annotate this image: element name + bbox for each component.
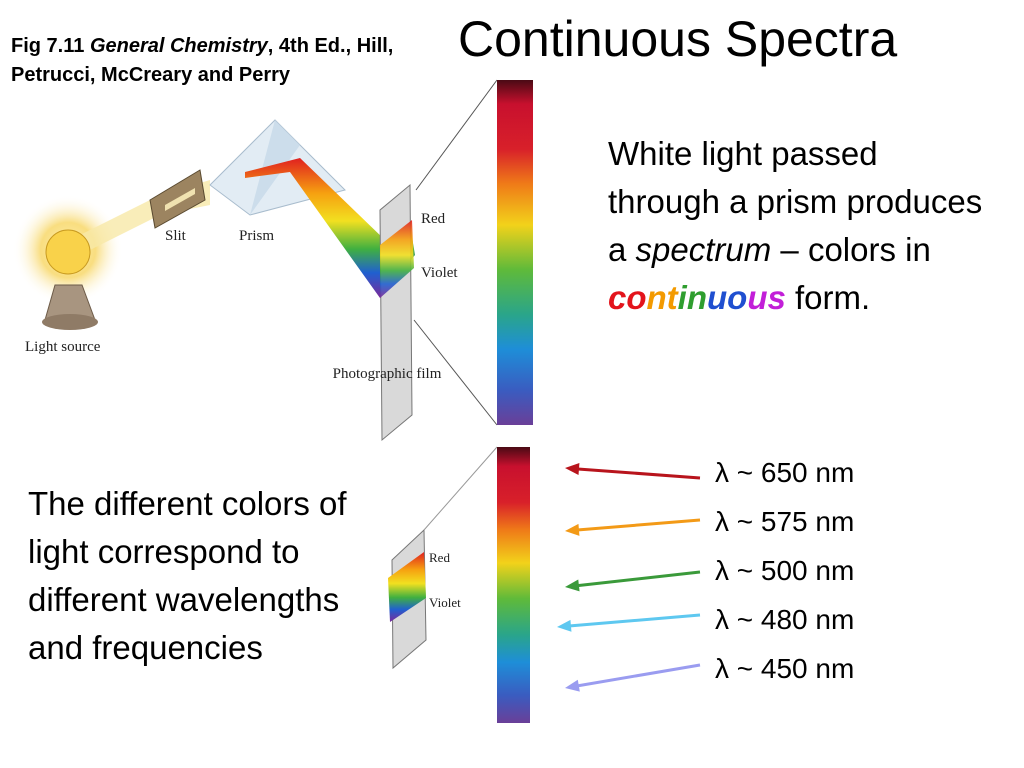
- label: Prism: [239, 228, 275, 244]
- book-title: General Chemistry: [89, 35, 268, 57]
- citation: , 4th Ed., Hill, Petrucci, McCreary and …: [11, 35, 394, 86]
- continuous: continuous: [608, 279, 786, 316]
- caption: Fig 7.11 General Chemistry, 4th Ed., Hil…: [11, 32, 411, 90]
- title: Continuous Spectra: [458, 11, 898, 67]
- spectrum-bar: [497, 447, 530, 723]
- wavelength: λ ~ 480 nm: [715, 604, 855, 635]
- label: Violet: [429, 595, 461, 610]
- label: Light source: [25, 339, 101, 355]
- lower-diagram: [388, 446, 530, 723]
- arrow: [570, 466, 701, 480]
- wavelength: λ ~ 575 nm: [715, 506, 855, 537]
- arrows: [557, 463, 701, 692]
- spectrum-bar: [497, 80, 533, 425]
- arrow: [570, 518, 701, 533]
- colored-letters: nt: [646, 279, 678, 316]
- label: Violet: [421, 265, 458, 281]
- text: White light passed through a prism produ…: [608, 135, 992, 268]
- figure-number: Fig 7.11: [11, 35, 85, 57]
- text: form.: [785, 279, 871, 316]
- label: Photographic film: [332, 366, 442, 382]
- wavelength-list: λ ~ 650 nm λ ~ 575 nm λ ~ 500 nm λ ~ 480 nm…: [715, 448, 854, 693]
- arrow-head: [557, 619, 572, 632]
- arrow-head: [565, 679, 580, 692]
- intro-text: White light passed through a prism produ…: [608, 130, 998, 322]
- wavelength: λ ~ 450 nm: [715, 653, 855, 684]
- label: Red: [429, 550, 450, 565]
- arrow-head: [565, 463, 580, 476]
- arrow: [562, 613, 701, 628]
- wavelength: λ ~ 500 nm: [715, 555, 855, 586]
- colored-letters: in: [677, 279, 707, 316]
- upper-diagram: [13, 79, 533, 442]
- explanation: The different colors of light correspond…: [28, 485, 347, 666]
- colored-letters: co: [608, 279, 647, 316]
- arrow: [570, 663, 701, 689]
- colored-letters: us: [747, 279, 786, 316]
- label: Red: [421, 211, 446, 227]
- label: Slit: [165, 228, 186, 244]
- wavelength: λ ~ 650 nm: [715, 457, 855, 488]
- text: – colors in: [771, 231, 940, 268]
- arrow: [570, 570, 701, 588]
- emphasis: spectrum: [635, 231, 772, 268]
- arrow-head: [565, 579, 580, 592]
- arrow-head: [565, 523, 580, 536]
- colored-letters: uo: [707, 279, 748, 316]
